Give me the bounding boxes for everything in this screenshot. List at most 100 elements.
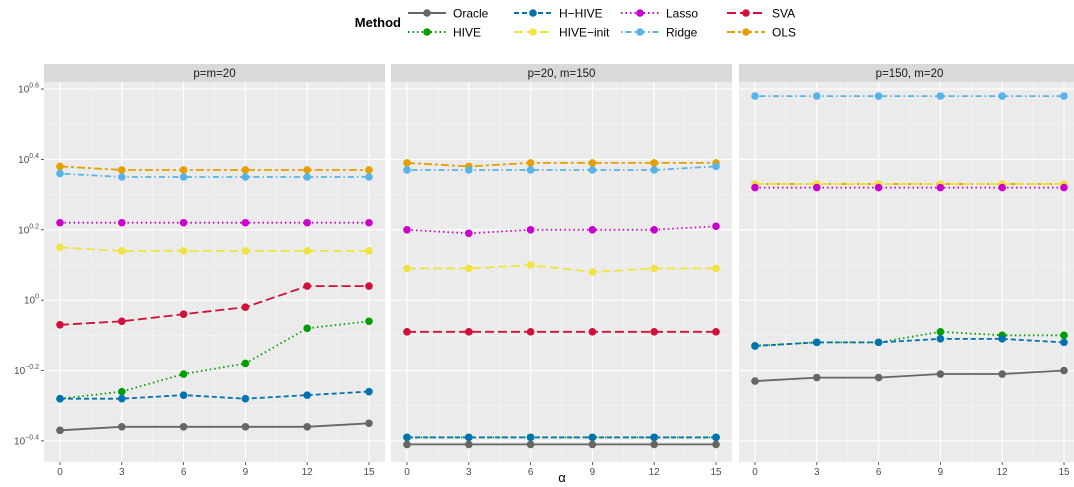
- series-ridge: [751, 92, 1068, 100]
- y-tick-label: 100.2: [18, 223, 39, 236]
- data-point: [56, 426, 64, 435]
- data-point: [465, 264, 473, 273]
- series-ols: [56, 162, 373, 174]
- legend-label: H−HIVE: [559, 7, 603, 21]
- data-point: [118, 218, 126, 227]
- data-point: [813, 373, 821, 382]
- series-oracle: [751, 366, 1068, 385]
- data-point: [118, 166, 126, 174]
- panel-strip: [391, 64, 732, 82]
- x-tick-label: 9: [938, 467, 944, 478]
- panel-2: p=20, m=150 0 3 6 9 12 15: [391, 64, 732, 478]
- data-point: [403, 225, 411, 234]
- data-point: [241, 303, 250, 311]
- x-tick-label: 6: [876, 467, 882, 478]
- data-point: [751, 183, 759, 192]
- data-point: [303, 282, 312, 290]
- data-point: [650, 328, 658, 336]
- series-line: [406, 225, 717, 235]
- series-line: [59, 320, 370, 400]
- data-point: [303, 218, 312, 227]
- data-point: [56, 218, 64, 227]
- data-point: [874, 92, 883, 100]
- legend-key-point: [529, 28, 537, 36]
- data-point: [751, 377, 759, 385]
- legend-title: Method: [355, 15, 401, 30]
- data-point: [465, 328, 473, 336]
- data-point: [241, 218, 250, 227]
- series-line: [60, 390, 370, 400]
- legend-key-point: [742, 28, 750, 36]
- data-point: [179, 423, 188, 431]
- data-point: [998, 92, 1006, 100]
- data-point: [712, 433, 720, 442]
- data-point: [936, 92, 945, 100]
- data-point: [936, 335, 945, 343]
- series-lasso: [751, 183, 1068, 192]
- legend-key-point: [742, 9, 750, 17]
- panel-title: p=20, m=150: [528, 68, 596, 80]
- legend-label: Lasso: [666, 7, 698, 21]
- y-tick-label: 10−0.2: [14, 364, 39, 377]
- y-tick-label: 100: [24, 294, 39, 307]
- data-point: [241, 423, 250, 431]
- data-point: [303, 166, 312, 174]
- x-tick-label: 6: [528, 467, 534, 478]
- data-point: [118, 423, 126, 431]
- series-sva: [403, 328, 720, 336]
- panel-background: [739, 82, 1074, 462]
- data-point: [56, 169, 64, 178]
- series-line: [59, 285, 369, 326]
- series-ols: [403, 159, 720, 171]
- data-point: [179, 218, 188, 227]
- series-h-hive: [56, 387, 373, 403]
- data-point: [56, 394, 64, 403]
- data-point: [118, 317, 126, 326]
- legend-key-point: [636, 9, 644, 17]
- series-oracle: [403, 440, 720, 449]
- data-point: [526, 261, 535, 269]
- series-ridge: [403, 162, 720, 174]
- y-tick-label: 10−0.4: [14, 434, 39, 447]
- data-point: [365, 173, 373, 181]
- data-point: [650, 225, 658, 234]
- series-line: [59, 172, 369, 178]
- x-tick-label: 15: [710, 467, 722, 478]
- series-hive-init: [56, 243, 373, 255]
- x-tick-label: 15: [363, 467, 375, 478]
- data-point: [179, 247, 188, 255]
- x-tick-label: 15: [1058, 467, 1070, 478]
- data-point: [998, 183, 1006, 192]
- data-point: [465, 229, 473, 238]
- y-tick-label: 100.6: [18, 83, 39, 96]
- data-point: [1060, 331, 1068, 340]
- series-line: [407, 165, 717, 171]
- legend: Method Oracle HIVE H−HIVE HIVE−init Lasso Rid…: [355, 7, 796, 40]
- data-point: [241, 247, 250, 255]
- data-point: [118, 387, 126, 396]
- legend-key-point: [423, 28, 431, 36]
- series-sva: [56, 282, 373, 329]
- x-axis-label: α: [558, 470, 566, 485]
- data-point: [179, 173, 188, 181]
- x-tick-label: 0: [57, 467, 63, 478]
- data-point: [526, 225, 535, 234]
- data-point: [365, 166, 373, 174]
- data-point: [813, 92, 821, 100]
- series-line: [754, 369, 1065, 382]
- legend-key-hive: HIVE: [408, 26, 481, 40]
- data-point: [526, 433, 535, 442]
- legend-key-point: [423, 9, 431, 17]
- data-point: [303, 391, 312, 399]
- data-point: [874, 373, 883, 382]
- legend-key-hive-init: HIVE−init: [514, 26, 610, 40]
- legend-label: SVA: [772, 7, 795, 21]
- panel-strip: [44, 64, 385, 82]
- data-point: [403, 166, 411, 174]
- panel-title: p=150, m=20: [876, 68, 944, 80]
- data-point: [588, 328, 597, 336]
- data-point: [588, 433, 597, 442]
- data-point: [751, 92, 759, 100]
- series-lasso: [403, 222, 720, 238]
- x-tick-label: 3: [119, 467, 125, 478]
